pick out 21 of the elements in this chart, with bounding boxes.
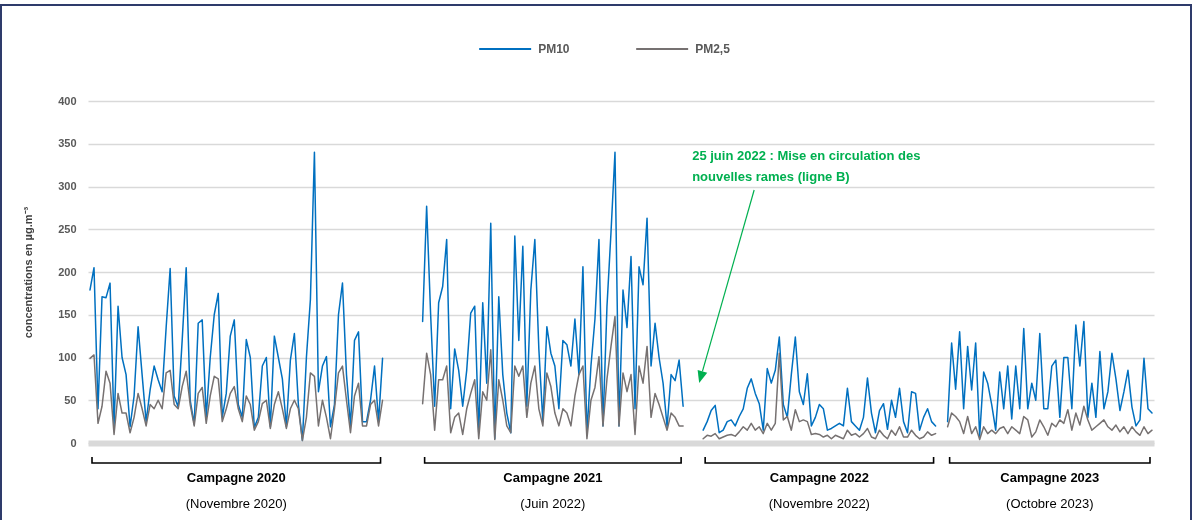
y-tick-label: 50 — [64, 393, 77, 406]
text: (Octobre 2023) — [1006, 496, 1094, 511]
y-tick-label: 350 — [58, 137, 77, 150]
y-tick-label: 0 — [70, 436, 77, 449]
y-tick-label: 300 — [58, 180, 77, 192]
y-tick-label: 400 — [58, 94, 77, 107]
y-tick-label: 100 — [58, 351, 77, 363]
y-tick-label: 250 — [58, 222, 77, 235]
text: Campagne 2020 — [186, 470, 286, 485]
text: Campagne 2023 — [1000, 470, 1100, 485]
y-tick-label: 150 — [58, 308, 77, 321]
legend-label: PM10 — [538, 42, 570, 56]
text: Campagne 2021 — [503, 470, 603, 485]
text: (Novembre 2020) — [185, 496, 287, 511]
y-tick-label: 200 — [58, 265, 77, 278]
text: (Juin 2022) — [520, 496, 586, 511]
legend-label: PM2,5 — [695, 42, 731, 56]
text: Campagne 2022 — [769, 470, 869, 485]
y-axis-title: concentrations en µg.m⁻³ — [22, 206, 35, 339]
text: (Novembre 2022) — [768, 496, 870, 511]
annotation: 25 juin 2022 : Mise en circulation des nouvelles rames (ligne B) — [692, 148, 921, 184]
